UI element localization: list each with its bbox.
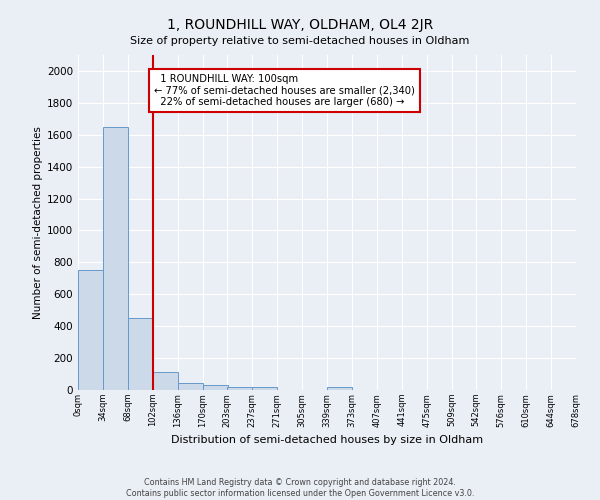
- Y-axis label: Number of semi-detached properties: Number of semi-detached properties: [33, 126, 43, 319]
- Text: 1, ROUNDHILL WAY, OLDHAM, OL4 2JR: 1, ROUNDHILL WAY, OLDHAM, OL4 2JR: [167, 18, 433, 32]
- Bar: [153, 372, 178, 390]
- Bar: [252, 387, 277, 390]
- Text: Size of property relative to semi-detached houses in Oldham: Size of property relative to semi-detach…: [130, 36, 470, 46]
- X-axis label: Distribution of semi-detached houses by size in Oldham: Distribution of semi-detached houses by …: [171, 435, 483, 445]
- Bar: [327, 387, 352, 390]
- Bar: [203, 385, 228, 390]
- Text: Contains HM Land Registry data © Crown copyright and database right 2024.
Contai: Contains HM Land Registry data © Crown c…: [126, 478, 474, 498]
- Bar: [128, 318, 153, 390]
- Bar: [103, 127, 128, 390]
- Bar: [78, 270, 103, 390]
- Text: 1 ROUNDHILL WAY: 100sqm
← 77% of semi-detached houses are smaller (2,340)
  22% : 1 ROUNDHILL WAY: 100sqm ← 77% of semi-de…: [154, 74, 415, 108]
- Bar: [227, 387, 252, 390]
- Bar: [178, 383, 203, 390]
